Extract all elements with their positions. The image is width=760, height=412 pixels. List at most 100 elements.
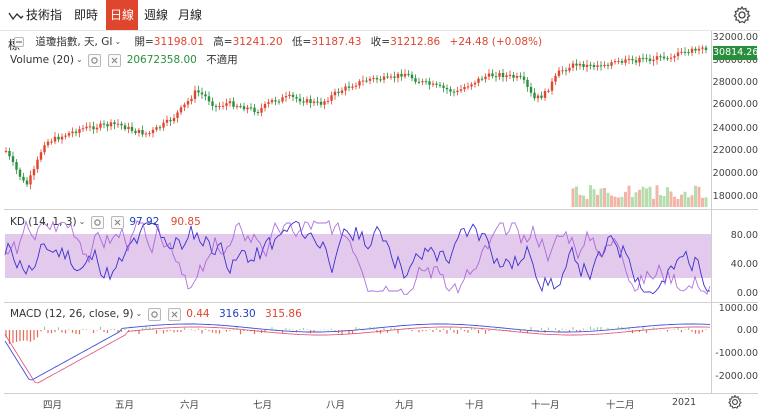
chevron-down-icon[interactable]: ⌄ xyxy=(114,37,122,46)
candle xyxy=(214,103,218,112)
volume-bar xyxy=(690,195,694,207)
candle xyxy=(39,149,43,163)
candle xyxy=(487,69,491,80)
volume-bar xyxy=(701,197,704,207)
candle xyxy=(417,77,421,85)
candle xyxy=(43,141,46,155)
settings-icon[interactable] xyxy=(88,53,101,67)
candle xyxy=(113,120,116,130)
candle xyxy=(557,66,561,78)
close-icon[interactable] xyxy=(167,307,181,321)
last-price-badge: 30814.26 xyxy=(713,46,759,60)
volume-bar xyxy=(578,194,582,207)
price-axis-label: 24000.00 xyxy=(712,123,758,134)
volume-bar xyxy=(575,186,578,207)
candle xyxy=(340,87,344,96)
candle xyxy=(617,57,620,65)
candle xyxy=(67,130,71,138)
pane-divider[interactable] xyxy=(4,209,758,210)
volume-bar xyxy=(659,195,662,207)
volume-bar xyxy=(697,186,701,207)
pane-divider[interactable] xyxy=(4,302,758,303)
candle xyxy=(204,90,207,101)
candle xyxy=(309,95,312,108)
change-value: +24.48 (+0.08%) xyxy=(449,36,543,48)
settings-button[interactable] xyxy=(732,5,752,25)
candle xyxy=(246,104,249,114)
price-axis-label: 32000.00 xyxy=(712,32,758,43)
candle xyxy=(571,60,575,72)
high-value: 31241.20 xyxy=(232,36,283,48)
chart-area[interactable]: 道瓊指數, 天, GI ⌄ 開=31198.01 高=31241.20 低=311… xyxy=(0,31,760,412)
candle xyxy=(22,172,25,183)
candle xyxy=(326,96,330,105)
candle xyxy=(452,88,456,97)
candle xyxy=(382,73,386,84)
symbol-label[interactable]: 道瓊指數, 天, GI xyxy=(35,36,113,48)
price-axis-label: 22000.00 xyxy=(712,145,758,156)
candle xyxy=(256,109,260,116)
tab-weekly[interactable]: 週線 xyxy=(144,0,172,30)
candle xyxy=(176,110,179,123)
candle xyxy=(123,122,127,132)
k-line xyxy=(4,220,710,295)
volume-bar xyxy=(694,185,697,207)
candle xyxy=(295,94,298,103)
macd-line xyxy=(4,323,711,381)
candle xyxy=(659,54,662,62)
candle xyxy=(662,51,666,61)
candle xyxy=(81,124,85,132)
candle xyxy=(141,125,144,137)
candle xyxy=(319,97,323,108)
chevron-down-icon[interactable]: ⌄ xyxy=(78,217,86,226)
settings-icon[interactable] xyxy=(147,307,161,321)
kd-label[interactable]: KD (14, 1, 3) xyxy=(10,216,77,228)
candle xyxy=(491,69,494,79)
tab-monthly[interactable]: 月線 xyxy=(178,0,206,30)
minus-box-icon[interactable] xyxy=(14,37,24,47)
candle xyxy=(305,96,309,106)
candle xyxy=(603,61,606,69)
candle xyxy=(589,61,592,70)
volume-bar xyxy=(613,196,617,207)
candle xyxy=(78,125,81,138)
candle xyxy=(263,101,267,112)
candle xyxy=(568,63,571,73)
low-label: 低= xyxy=(292,36,312,48)
candle xyxy=(477,76,480,87)
candle xyxy=(641,53,645,63)
close-icon[interactable] xyxy=(110,215,124,229)
tab-realtime[interactable]: 即時 xyxy=(74,0,102,30)
candle xyxy=(365,76,368,83)
settings-icon[interactable] xyxy=(90,215,104,229)
macd-hist-value: 0.44 xyxy=(186,308,210,320)
chevron-down-icon[interactable]: ⌄ xyxy=(135,309,143,318)
candle xyxy=(599,61,603,71)
candle xyxy=(536,93,540,103)
candle xyxy=(337,88,340,97)
indicators-button[interactable]: 技術指標 xyxy=(8,0,70,52)
candle xyxy=(235,103,239,110)
candle xyxy=(333,88,337,100)
volume-label[interactable]: Volume (20) xyxy=(10,54,74,66)
macd-label[interactable]: MACD (12, 26, close, 9) xyxy=(10,308,134,320)
candle xyxy=(106,121,109,132)
candle xyxy=(389,73,393,80)
candle xyxy=(596,60,599,71)
candle xyxy=(414,74,417,85)
candle xyxy=(50,138,53,145)
chart-settings-button[interactable] xyxy=(727,394,743,410)
candle xyxy=(428,77,431,90)
tab-daily[interactable]: 日線 xyxy=(106,0,138,30)
candle xyxy=(582,60,585,71)
candle xyxy=(400,69,403,81)
candle xyxy=(228,98,232,107)
macd-plot xyxy=(4,323,711,384)
candle xyxy=(232,97,235,110)
candle xyxy=(627,55,631,64)
open-label: 開= xyxy=(134,36,154,48)
volume-bar xyxy=(652,198,655,207)
candle xyxy=(302,97,305,106)
chevron-down-icon[interactable]: ⌄ xyxy=(75,55,83,64)
close-icon[interactable] xyxy=(108,53,122,67)
